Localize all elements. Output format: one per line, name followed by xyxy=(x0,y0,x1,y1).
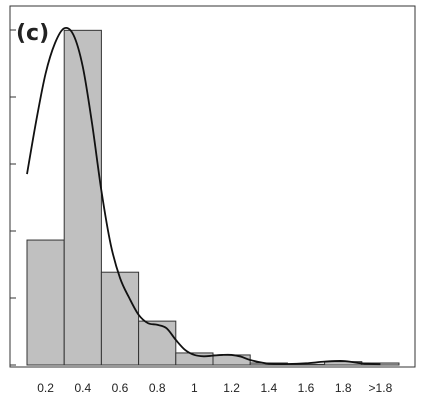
density-curve xyxy=(26,26,381,366)
y-axis-ticks xyxy=(10,29,16,366)
plot-frame xyxy=(9,5,416,368)
bar-0.8 xyxy=(138,320,177,366)
x-tick-label-6: 1.4 xyxy=(260,381,277,395)
x-tick-label-7: 1.6 xyxy=(298,381,315,395)
x-axis-tick-labels: 0.2 0.4 0.6 0.8 1 1.2 1.4 1.6 1.8 >1.8 xyxy=(37,381,392,395)
x-tick-label-4: 1 xyxy=(191,381,198,395)
x-tick-label-3: 0.8 xyxy=(149,381,166,395)
x-tick-label-9: >1.8 xyxy=(369,381,393,395)
bar-0.6 xyxy=(100,271,140,366)
bar-1.2 xyxy=(212,354,251,366)
bar-0.2 xyxy=(26,239,65,366)
bar-0.4 xyxy=(63,29,102,366)
bars xyxy=(26,29,400,366)
x-tick-label-0: 0.2 xyxy=(37,381,54,395)
x-tick-label-1: 0.4 xyxy=(74,381,91,395)
x-tick-label-8: 1.8 xyxy=(335,381,352,395)
panel-label: (c) xyxy=(16,21,49,46)
x-tick-label-2: 0.6 xyxy=(112,381,129,395)
x-tick-label-5: 1.2 xyxy=(223,381,240,395)
